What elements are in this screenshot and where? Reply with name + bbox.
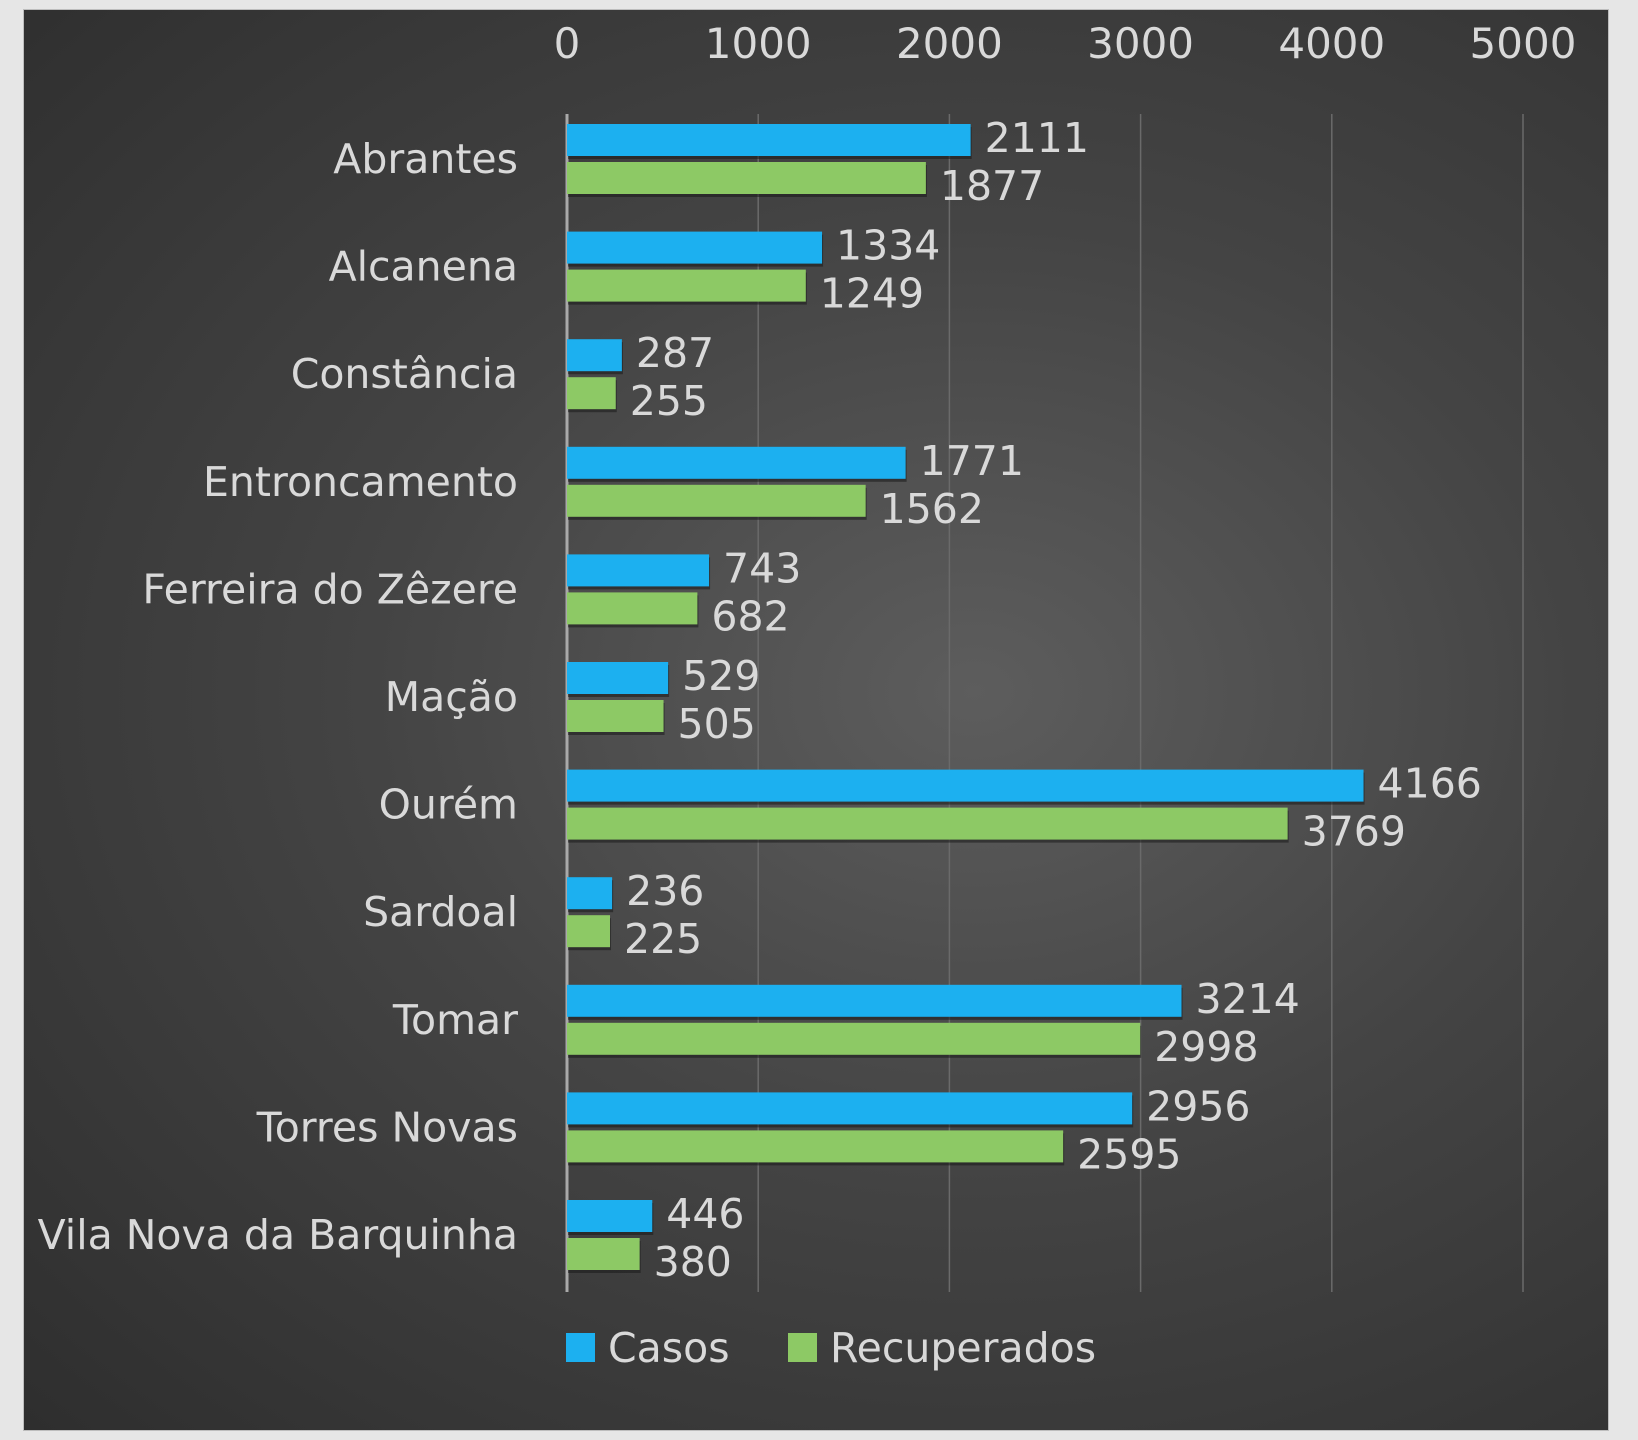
x-tick-label: 0: [554, 19, 581, 68]
x-tick-label: 2000: [896, 19, 1003, 68]
data-label: 4166: [1378, 760, 1482, 808]
data-label: 682: [711, 592, 789, 640]
x-tick-label: 1000: [705, 19, 812, 68]
category-label: Ferreira do Zêzere: [142, 565, 518, 613]
bar-recuperados-entroncamento: [567, 484, 866, 517]
bars: [567, 124, 1365, 1273]
category-label: Ourém: [379, 781, 518, 829]
data-label: 2595: [1077, 1130, 1181, 1178]
bar-recuperados-abrantes: [567, 162, 926, 194]
bar-recuperados-constancia: [567, 377, 616, 410]
x-tick-label: 4000: [1278, 19, 1385, 68]
data-label: 236: [626, 867, 704, 915]
data-label: 446: [666, 1190, 744, 1238]
bar-recuperados-macao: [567, 700, 664, 732]
data-label: 1877: [940, 162, 1044, 210]
data-label: 2956: [1146, 1082, 1250, 1130]
data-label: 2111: [985, 114, 1089, 162]
data-label: 3769: [1302, 808, 1406, 856]
data-label: 505: [678, 700, 756, 748]
category-label: Alcanena: [329, 243, 518, 291]
category-labels: Abrantes Alcanena Constância Entroncamento F…: [38, 135, 518, 1259]
data-label: 1562: [880, 485, 984, 533]
legend: Casos Recuperados: [566, 1324, 1096, 1372]
bar-recuperados-torres-novas: [567, 1130, 1064, 1163]
x-axis-ticks: 0 1000 2000 3000 4000 5000: [554, 19, 1577, 68]
category-label: Torres Novas: [256, 1103, 518, 1151]
x-tick-label: 3000: [1087, 19, 1194, 68]
data-label: 255: [630, 377, 708, 425]
bar-casos-entroncamento: [567, 446, 906, 479]
data-label: 1334: [836, 222, 940, 270]
bar-casos-sardoal: [567, 877, 613, 910]
category-label: Tomar: [392, 996, 518, 1044]
category-label: Mação: [385, 673, 518, 721]
data-label: 2998: [1154, 1023, 1258, 1071]
legend-swatch-recuperados: [788, 1333, 817, 1362]
bar-recuperados-ourem: [567, 807, 1288, 840]
category-label: Vila Nova da Barquinha: [38, 1211, 518, 1259]
data-label: 380: [654, 1238, 732, 1286]
category-label: Constância: [291, 350, 518, 398]
bar-casos-alcanena: [567, 231, 823, 264]
bar-casos-ourem: [567, 769, 1364, 802]
data-label: 287: [636, 329, 714, 377]
bar-recuperados-alcanena: [567, 269, 806, 302]
bar-casos-ferreira-do-zezere: [567, 554, 710, 587]
legend-swatch-casos: [566, 1333, 595, 1362]
bar-casos-abrantes: [567, 124, 971, 156]
bar-casos-vila-nova-da-barquinha: [567, 1200, 653, 1232]
bar-casos-macao: [567, 662, 669, 694]
bar-casos-constancia: [567, 339, 622, 372]
bar-recuperados-vila-nova-da-barquinha: [567, 1238, 640, 1270]
legend-label-recuperados: Recuperados: [830, 1324, 1096, 1372]
data-label: 3214: [1196, 975, 1300, 1023]
bar-recuperados-sardoal: [567, 915, 611, 948]
bar-recuperados-tomar: [567, 1022, 1141, 1055]
data-label: 1249: [820, 270, 924, 318]
category-label: Abrantes: [333, 135, 518, 183]
data-label: 1771: [920, 437, 1024, 485]
category-label: Sardoal: [363, 888, 518, 936]
data-label: 225: [624, 915, 702, 963]
bar-casos-torres-novas: [567, 1092, 1133, 1125]
data-label: 529: [682, 652, 760, 700]
bar-recuperados-ferreira-do-zezere: [567, 592, 698, 625]
category-label: Entroncamento: [203, 458, 518, 506]
legend-label-casos: Casos: [608, 1324, 730, 1372]
x-tick-label: 5000: [1470, 19, 1577, 68]
bar-casos-tomar: [567, 984, 1182, 1017]
data-label: 743: [723, 544, 801, 592]
